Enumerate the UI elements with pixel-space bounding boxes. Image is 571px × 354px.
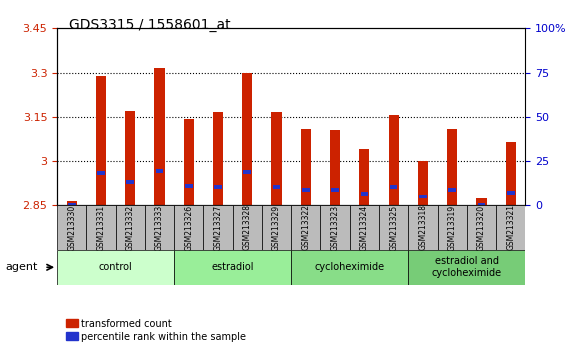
Bar <box>360 192 368 196</box>
Bar <box>203 205 233 250</box>
Bar <box>448 188 456 192</box>
Bar <box>291 250 408 285</box>
Bar <box>156 169 163 173</box>
Text: GDS3315 / 1558601_at: GDS3315 / 1558601_at <box>69 18 230 32</box>
Bar <box>67 201 77 205</box>
Bar <box>57 250 174 285</box>
Text: GSM213321: GSM213321 <box>506 205 515 250</box>
Bar <box>243 170 251 174</box>
Bar <box>447 129 457 205</box>
Bar <box>184 119 194 205</box>
Bar <box>477 202 485 206</box>
Bar <box>97 171 105 175</box>
Bar <box>233 205 262 250</box>
Bar <box>359 149 369 205</box>
Bar <box>174 250 291 285</box>
Bar <box>476 198 486 205</box>
Bar <box>68 203 75 207</box>
Text: GSM213326: GSM213326 <box>184 204 194 251</box>
Text: GSM213325: GSM213325 <box>389 204 398 251</box>
Bar <box>419 195 427 198</box>
Bar <box>418 161 428 205</box>
Legend: transformed count, percentile rank within the sample: transformed count, percentile rank withi… <box>62 315 250 346</box>
Text: GSM213328: GSM213328 <box>243 205 252 250</box>
Bar <box>291 205 320 250</box>
Text: GSM213324: GSM213324 <box>360 204 369 251</box>
Bar <box>467 205 496 250</box>
Bar <box>213 113 223 205</box>
Bar <box>507 191 514 195</box>
Bar <box>96 75 106 205</box>
Bar <box>86 205 115 250</box>
Bar <box>125 111 135 205</box>
Text: GSM213319: GSM213319 <box>448 204 457 251</box>
Bar <box>390 185 397 189</box>
Bar <box>214 185 222 189</box>
Text: GSM213332: GSM213332 <box>126 204 135 251</box>
Text: cycloheximide: cycloheximide <box>315 262 385 272</box>
Text: GSM213322: GSM213322 <box>301 205 311 250</box>
Text: GSM213323: GSM213323 <box>331 204 340 251</box>
Text: estradiol: estradiol <box>211 262 254 272</box>
Bar <box>379 205 408 250</box>
Text: GSM213331: GSM213331 <box>96 204 106 251</box>
Bar <box>302 188 309 192</box>
Bar <box>331 188 339 192</box>
Bar <box>262 205 291 250</box>
Text: GSM213327: GSM213327 <box>214 204 223 251</box>
Text: control: control <box>99 262 132 272</box>
Bar <box>408 205 437 250</box>
Bar <box>320 205 349 250</box>
Bar <box>185 184 192 188</box>
Bar <box>349 205 379 250</box>
Bar <box>242 73 252 205</box>
Bar <box>388 115 399 205</box>
Text: GSM213320: GSM213320 <box>477 204 486 251</box>
Bar <box>115 205 145 250</box>
Bar <box>126 180 134 184</box>
Bar <box>437 205 467 250</box>
Bar <box>301 129 311 205</box>
Text: GSM213330: GSM213330 <box>67 204 77 251</box>
Bar <box>505 142 516 205</box>
Text: GSM213329: GSM213329 <box>272 204 281 251</box>
Text: GSM213318: GSM213318 <box>419 205 428 250</box>
Bar <box>154 68 164 205</box>
Bar <box>273 185 280 189</box>
Bar <box>330 130 340 205</box>
Text: GSM213333: GSM213333 <box>155 204 164 251</box>
Bar <box>57 205 86 250</box>
Bar <box>271 113 282 205</box>
Text: estradiol and
cycloheximide: estradiol and cycloheximide <box>432 256 502 278</box>
Text: agent: agent <box>6 262 38 272</box>
Bar <box>174 205 203 250</box>
Bar <box>496 205 525 250</box>
Bar <box>145 205 174 250</box>
Bar <box>408 250 525 285</box>
